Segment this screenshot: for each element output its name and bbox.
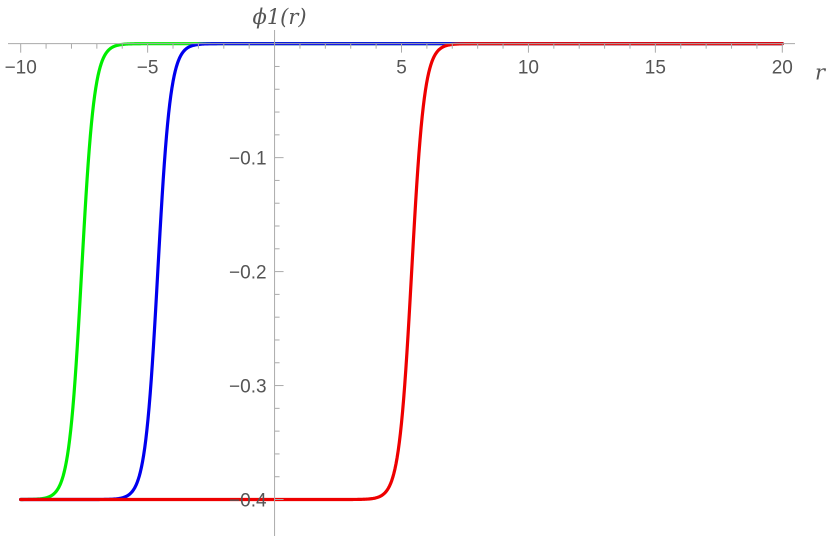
y-tick-label: −0.1	[229, 149, 267, 170]
series-line-3	[19, 42, 784, 502]
x-ticks: −10 −5 5 10 15 20	[5, 43, 793, 79]
x-tick-label: 10	[518, 58, 539, 79]
y-tick-label: −0.3	[229, 377, 267, 398]
x-axis-title: r	[815, 61, 827, 85]
y-axis-title: ϕ1(r)	[253, 5, 307, 29]
y-ticks: −0.1 −0.2 −0.3 −0.4	[229, 65, 284, 512]
x-tick-label: 15	[645, 58, 666, 79]
x-tick-label: −10	[5, 58, 37, 79]
x-tick-label: −5	[137, 58, 159, 79]
y-tick-label: −0.4	[229, 491, 267, 512]
x-tick-label: 5	[396, 58, 407, 79]
x-tick-label: 20	[772, 58, 793, 79]
y-tick-label: −0.2	[229, 263, 267, 284]
series-curves	[19, 42, 784, 502]
